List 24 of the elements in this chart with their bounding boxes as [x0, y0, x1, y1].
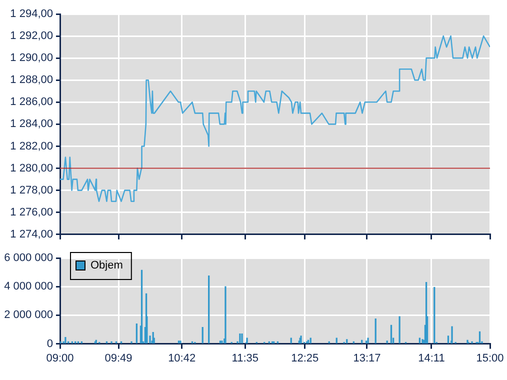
x-tick-label: 14:11: [418, 352, 445, 364]
y-tick-label: 1 292,00: [10, 30, 53, 42]
x-tick-label: 13:17: [353, 352, 381, 364]
y-tick-label: 1 294,00: [10, 8, 53, 20]
x-tick-label: 10:42: [168, 352, 196, 364]
y-tick-label: 1 284,00: [10, 118, 53, 130]
y-tick-label: 1 276,00: [10, 206, 53, 218]
y-tick-label: 1 282,00: [10, 140, 53, 152]
y-tick-label: 1 280,00: [10, 162, 53, 174]
x-tick-label: 15:00: [476, 352, 504, 364]
y-tick-label: 1 288,00: [10, 74, 53, 86]
y-tick-label: 6 000 000: [4, 252, 53, 264]
y-tick-label: 2 000 000: [4, 309, 53, 322]
x-tick-label: 09:49: [104, 352, 132, 364]
x-tick-label: 11:35: [232, 352, 258, 364]
y-tick-label: 4 000 000: [4, 280, 53, 293]
x-tick-label: 09:00: [46, 352, 74, 364]
y-tick-label: 0: [46, 338, 53, 350]
y-tick-label: 1 290,00: [10, 52, 53, 64]
y-tick-label: 1 278,00: [10, 184, 53, 196]
y-tick-label: 1 286,00: [10, 96, 53, 108]
x-tick-label: 12:25: [291, 352, 319, 364]
y-tick-label: 1 274,00: [10, 228, 53, 240]
legend-label: Objem: [90, 260, 123, 272]
